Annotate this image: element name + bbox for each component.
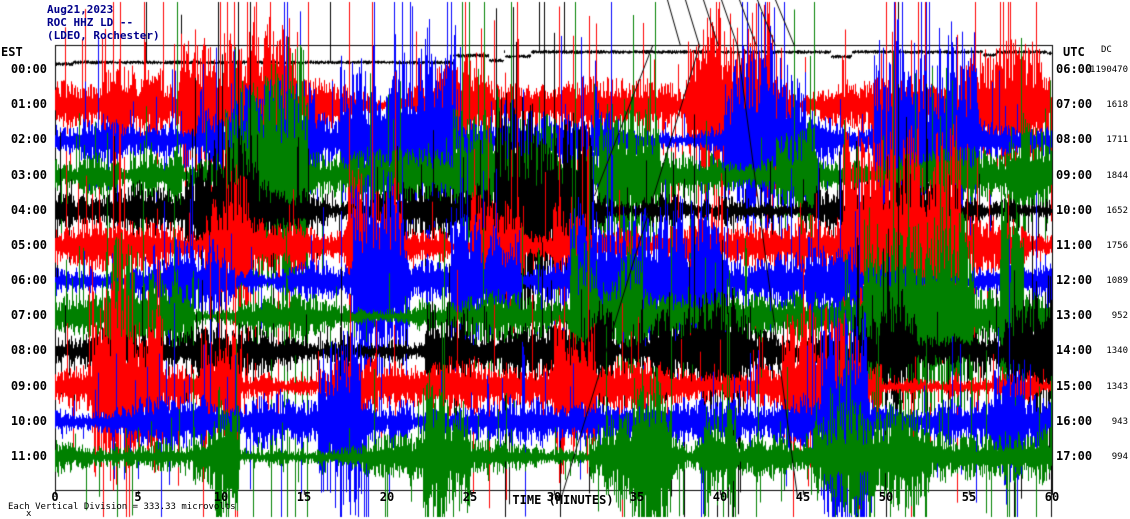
est-time-label: 10:00	[10, 414, 47, 428]
dc-value: 952	[1111, 311, 1128, 321]
utc-time-label: 09:00	[1056, 168, 1093, 182]
utc-time-label: 10:00	[1056, 203, 1093, 217]
x-tick-label: 60	[1044, 490, 1060, 504]
est-time-label: 01:00	[10, 97, 47, 111]
x-tick-label: 40	[712, 490, 728, 504]
dc-value: 943	[1111, 417, 1128, 427]
est-time-label: 02:00	[10, 132, 47, 146]
dc-value: 1343	[1106, 382, 1128, 392]
utc-time-label: 17:00	[1056, 449, 1093, 463]
corner-mark: x	[26, 509, 32, 519]
x-tick-label: 55	[961, 490, 977, 504]
x-tick-label: 45	[795, 490, 811, 504]
dc-value: 994	[1111, 452, 1128, 462]
x-axis-title: TIME (MINUTES)	[512, 493, 614, 507]
dc-value: 1089	[1106, 276, 1128, 286]
est-time-label: 09:00	[10, 379, 47, 393]
scale-note: Each Vertical Division = 333.33 microvol…	[8, 502, 236, 512]
header-date: Aug21,2023	[47, 3, 114, 16]
header-station: ROC HHZ LD --	[47, 16, 134, 29]
est-time-label: 05:00	[10, 238, 47, 252]
x-tick-label: 5	[134, 490, 142, 504]
est-time-label: 00:00	[10, 62, 47, 76]
x-tick-label: 50	[878, 490, 894, 504]
utc-time-label: 13:00	[1056, 308, 1093, 322]
dc-value: 1652	[1106, 206, 1128, 216]
est-time-label: 04:00	[10, 203, 47, 217]
x-tick-label: 20	[379, 490, 395, 504]
utc-time-label: 08:00	[1056, 132, 1093, 146]
x-tick-label: 15	[296, 490, 312, 504]
x-tick-label: 10	[213, 490, 229, 504]
dc-value: 1618	[1106, 100, 1128, 110]
est-time-label: 08:00	[10, 343, 47, 357]
dc-column-label: DC	[1101, 45, 1112, 55]
dc-value: -1190470	[1084, 65, 1128, 75]
utc-time-label: 11:00	[1056, 238, 1093, 252]
est-time-label: 07:00	[10, 308, 47, 322]
x-tick-label: 0	[51, 490, 59, 504]
utc-time-label: 16:00	[1056, 414, 1093, 428]
dc-value: 1844	[1106, 171, 1128, 181]
utc-time-label: 06:00	[1056, 62, 1093, 76]
x-tick-label: 25	[462, 490, 478, 504]
utc-time-label: 14:00	[1056, 343, 1093, 357]
dc-value: 1711	[1106, 135, 1128, 145]
left-axis-label: EST	[1, 45, 23, 59]
x-tick-label: 30	[546, 490, 562, 504]
right-axis-label: UTC	[1063, 45, 1085, 59]
utc-time-label: 07:00	[1056, 97, 1093, 111]
est-time-label: 06:00	[10, 273, 47, 287]
est-time-label: 03:00	[10, 168, 47, 182]
x-tick-label: 35	[629, 490, 645, 504]
utc-time-label: 12:00	[1056, 273, 1093, 287]
dc-value: 1340	[1106, 346, 1128, 356]
header-location: (LDEO, Rochester)	[47, 29, 160, 42]
dc-value: 1756	[1106, 241, 1128, 251]
utc-time-label: 15:00	[1056, 379, 1093, 393]
est-time-label: 11:00	[10, 449, 47, 463]
